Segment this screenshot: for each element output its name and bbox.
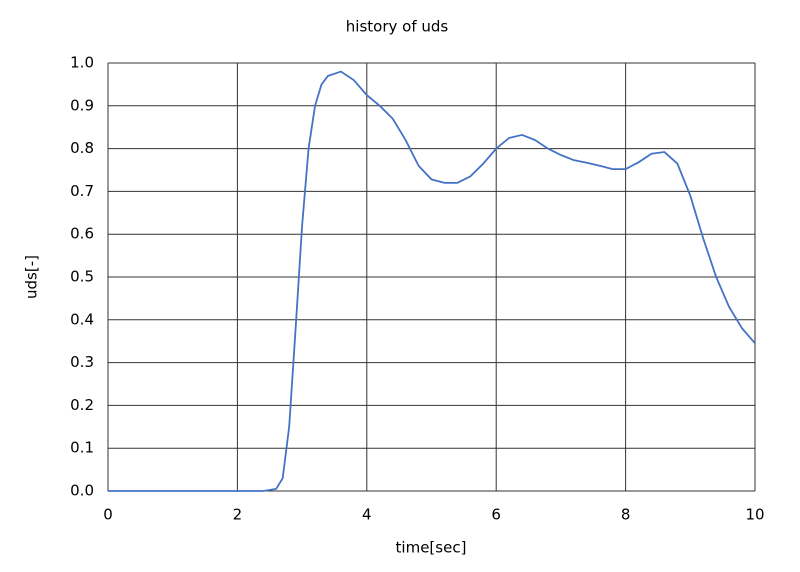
x-tick-label: 4 [362, 506, 372, 524]
y-tick-label: 0.6 [70, 225, 94, 243]
data-line [108, 70, 756, 492]
y-tick-label: 0.8 [70, 139, 94, 157]
x-tick-label: 6 [491, 506, 501, 524]
x-axis-label: time[sec] [396, 539, 467, 557]
y-tick-label: 0.9 [70, 96, 94, 114]
y-tick-label: 0.5 [70, 268, 94, 286]
y-tick-label: 0.7 [70, 182, 94, 200]
x-tick-label: 10 [745, 506, 764, 524]
x-tick-label: 2 [233, 506, 243, 524]
chart-title: history of uds [346, 18, 449, 36]
y-tick-label: 0.3 [70, 353, 94, 371]
x-tick-label: 0 [103, 506, 113, 524]
y-tick-label: 1.0 [70, 54, 94, 72]
y-axis-label: uds[-] [23, 255, 41, 299]
y-tick-label: 0.4 [70, 310, 94, 328]
x-tick-label: 8 [621, 506, 631, 524]
y-tick-label: 0.0 [70, 482, 94, 500]
y-tick-label: 0.1 [70, 439, 94, 457]
y-tick-label: 0.2 [70, 396, 94, 414]
